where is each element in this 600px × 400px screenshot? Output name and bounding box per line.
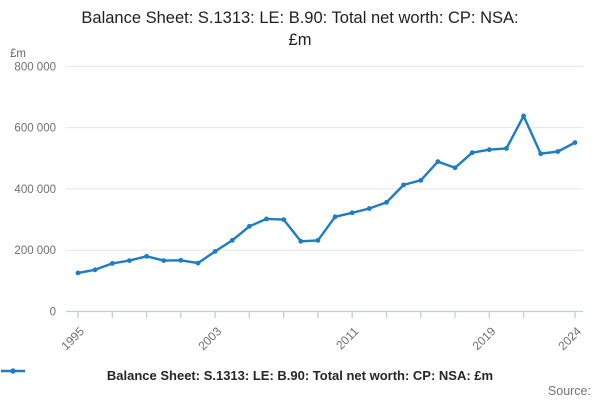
x-tick-label: 2011 (333, 324, 361, 352)
x-tick-label: 2003 (195, 324, 224, 353)
data-point (555, 149, 561, 154)
data-point (195, 260, 201, 266)
chart-title: Balance Sheet: S.1313: LE: B.90: Total n… (0, 8, 600, 52)
data-point (384, 200, 389, 205)
y-tick-label: 600 000 (14, 123, 56, 135)
line-chart-svg: 0 200 000 400 000 600 000 800 000 1995 2003 201… (14, 61, 584, 353)
data-point (229, 238, 235, 243)
data-point (109, 261, 115, 266)
legend-line-marker-icon (1, 368, 25, 374)
data-point (469, 150, 475, 156)
y-tick-label: 0 (50, 307, 56, 319)
data-point (144, 253, 150, 259)
data-point (418, 177, 424, 183)
x-tick-label: 1995 (58, 324, 87, 353)
chart-title-line2: £m (288, 30, 312, 49)
data-point (161, 258, 167, 263)
source-label: Source: (547, 384, 591, 398)
data-point (247, 223, 252, 229)
data-point (572, 140, 578, 146)
data-point (92, 267, 98, 273)
data-point (452, 165, 458, 171)
y-tick-label: 800 000 (14, 61, 56, 73)
data-point (486, 147, 492, 153)
data-point (264, 216, 269, 222)
legend: Balance Sheet: S.1313: LE: B.90: Total n… (0, 365, 600, 385)
data-point (281, 217, 287, 223)
data-point (126, 258, 132, 263)
legend-label: Balance Sheet: S.1313: LE: B.90: Total n… (106, 367, 494, 383)
x-tick-label: 2019 (470, 324, 499, 353)
chart-title-line1: Balance Sheet: S.1313: LE: B.90: Total n… (81, 9, 519, 27)
data-point (298, 238, 304, 244)
data-point (504, 146, 509, 151)
series-line (76, 114, 577, 275)
data-point (75, 270, 81, 276)
data-point (538, 151, 544, 157)
y-tick-label: 400 000 (14, 184, 56, 196)
data-point (332, 214, 338, 220)
data-point (521, 113, 526, 119)
data-point (401, 182, 406, 188)
x-tick-label: 2024 (555, 324, 584, 353)
legend-item[interactable]: Balance Sheet: S.1313: LE: B.90: Total n… (1, 367, 494, 383)
data-point (315, 238, 321, 243)
data-point (435, 159, 441, 165)
data-point (178, 257, 184, 263)
y-axis-unit-label: £m (10, 48, 26, 60)
data-point (349, 210, 355, 216)
data-point (366, 206, 372, 211)
data-point (212, 249, 218, 254)
y-tick-label: 200 000 (14, 245, 56, 257)
